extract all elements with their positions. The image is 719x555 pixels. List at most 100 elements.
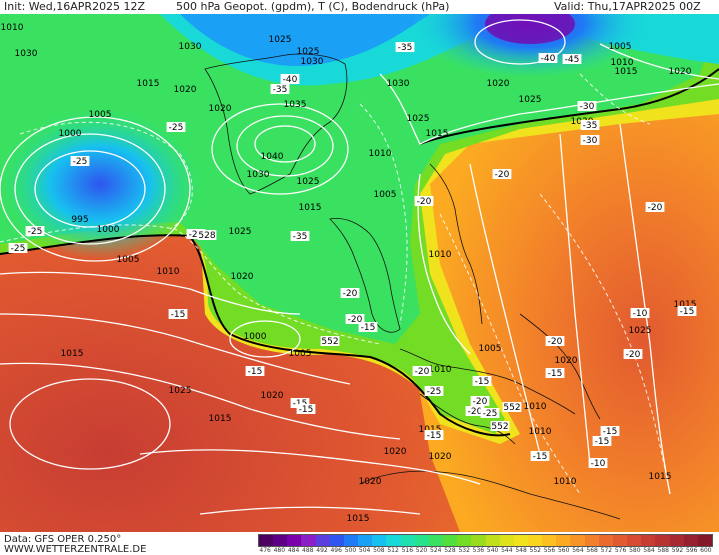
colorbar-label: 556	[543, 547, 556, 554]
colorbar-swatch	[329, 535, 344, 546]
isobar-label: 1030	[387, 79, 410, 89]
label-background	[345, 314, 365, 324]
map-header: Init: Wed,16APR2025 12Z 500 hPa Geopot. …	[0, 0, 719, 14]
colorbar-swatch	[499, 535, 514, 546]
colorbar-label: 536	[472, 547, 485, 554]
colorbar-swatch	[683, 535, 698, 546]
label-background	[465, 406, 485, 416]
label-background	[677, 306, 697, 316]
isobar-label: 1015	[674, 300, 697, 310]
colorbar-label: 576	[614, 547, 627, 554]
colorbar-label: 480	[273, 547, 286, 554]
colorbar-swatch	[259, 535, 274, 546]
colorbar-swatch	[457, 535, 472, 546]
temp-label: -15	[475, 377, 490, 387]
isobar-label: 1025	[169, 386, 192, 396]
temp-label: -25	[189, 230, 204, 240]
colorbar-label: 516	[401, 547, 414, 554]
isobar-label: 995	[71, 215, 88, 225]
label-background	[166, 122, 186, 132]
colorbar-swatch	[443, 535, 458, 546]
temp-label: -15	[680, 307, 695, 317]
isobar-label: 1025	[629, 326, 652, 336]
colorbar-label: 580	[629, 547, 641, 554]
isobar-label: 1005	[289, 349, 312, 359]
isobar-label: 1010	[524, 402, 547, 412]
temp-label: -20	[648, 203, 663, 213]
isobar-label: 1005	[117, 255, 140, 265]
isobar-label: 1020	[261, 391, 284, 401]
colorbar-swatch	[414, 535, 429, 546]
label-background	[296, 404, 316, 414]
temp-label: -25	[11, 244, 26, 254]
isobar-label: 1000	[59, 129, 82, 139]
colorbar-label: 584	[643, 547, 655, 554]
temp-label: -15	[603, 427, 618, 437]
colorbar-swatch	[485, 535, 500, 546]
isobar-label: 1020	[384, 447, 407, 457]
northern-low-purple	[485, 14, 575, 44]
isobar-label: 1015	[615, 67, 638, 77]
isobar-label: 1010	[157, 267, 180, 277]
temp-label: -15	[595, 437, 610, 447]
label-background	[245, 366, 265, 376]
colorbar-swatch	[612, 535, 628, 546]
contour-label: 552	[503, 403, 520, 413]
isobar-label: 1015	[137, 79, 160, 89]
isobar-label: 1005	[89, 110, 112, 120]
isobar-label: 1000	[244, 332, 267, 342]
temp-label: -15	[299, 405, 314, 415]
colorbar-label: 548	[515, 547, 527, 554]
init-time: Init: Wed,16APR2025 12Z	[4, 0, 146, 13]
temp-label: -45	[565, 55, 580, 65]
label-background	[545, 368, 565, 378]
colorbar-swatch	[386, 535, 401, 546]
isobar-label: 1020	[209, 104, 232, 114]
isobar-label: 1030	[15, 49, 38, 59]
temp-label: -10	[591, 459, 606, 469]
temp-label: -25	[28, 227, 43, 237]
colorbar-swatch	[570, 535, 585, 546]
temp-label: -35	[398, 43, 413, 53]
temp-label: -30	[583, 136, 598, 146]
colorbar-label: 500	[344, 547, 357, 554]
temp-label: -25	[427, 387, 442, 397]
temp-label: -35	[293, 232, 308, 242]
label-background	[470, 396, 490, 406]
isobar-label: 1020	[359, 477, 382, 487]
isobar-label: 1025	[297, 177, 320, 187]
colorbar-label: 528	[444, 547, 456, 554]
temp-label: -40	[541, 54, 556, 64]
isobar-label: 1005	[609, 42, 632, 52]
label-background	[424, 386, 444, 396]
colorbar-swatch	[669, 535, 684, 546]
colorbar-label: 524	[430, 547, 442, 554]
label-background	[8, 243, 28, 253]
label-background	[480, 408, 500, 418]
colorbar-swatch	[428, 535, 444, 546]
label-background	[290, 231, 310, 241]
colorbar-label: 564	[572, 547, 584, 554]
isobar-label: 1010	[529, 427, 552, 437]
label-background	[270, 84, 290, 94]
label-background	[530, 451, 550, 461]
label-background	[168, 309, 188, 319]
isobars	[0, 19, 719, 515]
label-background	[492, 169, 512, 179]
colorbar-label: 520	[415, 547, 428, 554]
contour-label: 552	[491, 422, 508, 432]
isobar-label: 1000	[97, 225, 120, 235]
label-background	[580, 135, 600, 145]
colorbar-label: 492	[316, 547, 328, 554]
colorbar-swatch	[315, 535, 330, 546]
temp-label: -35	[583, 121, 598, 131]
colorbar-swatch	[358, 535, 373, 546]
temp-label: -25	[169, 123, 184, 133]
colorbar-swatch	[301, 535, 316, 546]
temp-label: -20	[473, 397, 488, 407]
colorbar-label: 572	[600, 547, 613, 554]
colorbar-label: 504	[358, 547, 371, 554]
colorbar-label: 568	[586, 547, 598, 554]
colorbar-swatch	[697, 535, 712, 546]
isobar-label: 1030	[301, 57, 324, 67]
